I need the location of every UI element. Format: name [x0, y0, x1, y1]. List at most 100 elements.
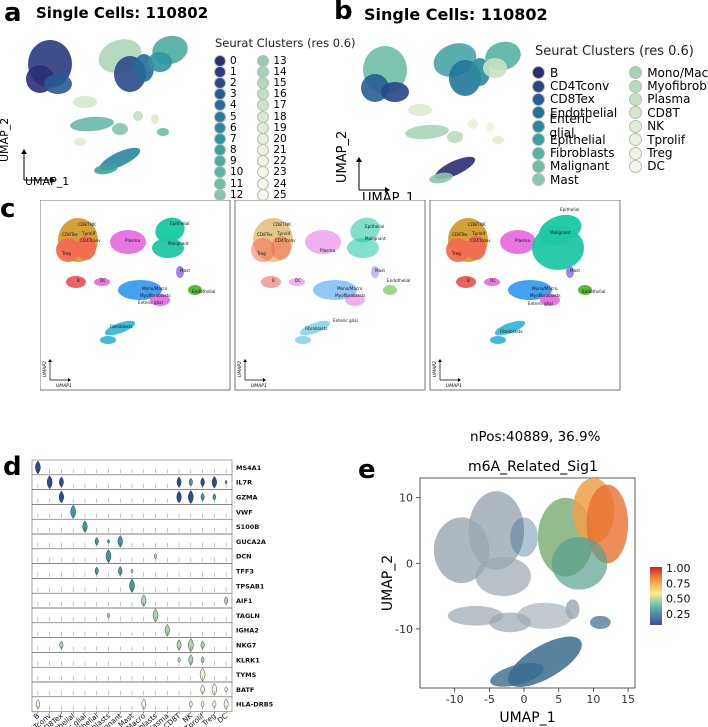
panel-b-legend-item: Treg — [629, 146, 708, 160]
legend-label: 17 — [273, 99, 287, 112]
panel-d-gene-label: VWF — [236, 508, 253, 516]
panel-a-legend-item: 5 — [214, 110, 243, 123]
legend-label: CD8T — [647, 105, 680, 120]
legend-swatch — [532, 133, 545, 147]
legend-label: 16 — [273, 88, 287, 101]
legend-swatch — [214, 121, 226, 134]
panel-d-violin-mark — [82, 520, 88, 533]
panel-e-colorbar-tick: 1.00 — [666, 562, 691, 575]
panel-b-legend-item: Mono/Macro — [629, 66, 708, 80]
panel-a-title: Single Cells: 110802 — [36, 4, 209, 22]
panel-d-gene-label: DCN — [236, 553, 252, 561]
panel-e-y-tick: 10 — [399, 492, 413, 505]
panel-b-legend-item: Malignant — [532, 159, 617, 174]
legend-label: 3 — [230, 88, 237, 101]
panel-c-cell-label: Myofibroblasts — [140, 293, 171, 298]
panel-b-legend-item: NK — [629, 119, 708, 134]
panel-c-cell-label: Mast — [180, 268, 190, 273]
panel-b-legend-item: Myofibroblasts — [629, 79, 708, 94]
legend-swatch — [257, 166, 270, 179]
panel-c-x-axis: UMAP1 — [56, 383, 72, 389]
panel-c-x-axis: UMAP1 — [251, 383, 267, 389]
panel-e-feature-plot: -10 -5 0 5 10 15 10 0 -10 UMAP_1 UMAP_2 1.00 0.75 0.5… — [380, 477, 691, 726]
panel-c-facet: EMTAB8107CD8TNKCD8TexTprolifCD4TconvTreg… — [40, 200, 231, 391]
panel-d-gene-label: BATF — [236, 686, 254, 694]
panel-c-cell-label: Mono/Macro — [142, 286, 168, 291]
panel-e-x-tick: 5 — [555, 693, 562, 706]
panel-b-legend-item: Mast — [532, 173, 617, 187]
legend-label: 23 — [273, 166, 287, 179]
panel-d-violin-mark — [211, 683, 217, 696]
panel-a-legend-item: 12 — [214, 188, 244, 201]
panel-e-x-axis: UMAP_1 — [499, 710, 555, 726]
panel-b-legend-item: Enteric glial — [532, 112, 617, 140]
panel-d-violin-mark — [164, 623, 170, 637]
panel-d-violin-mark — [188, 638, 194, 652]
legend-label: DC — [647, 159, 665, 174]
legend-label: 1 — [230, 65, 237, 78]
panel-a-legend-item: 20 — [257, 132, 287, 145]
panel-c-cell-label: Endothelial — [387, 278, 410, 283]
panel-a-legend-item: 11 — [214, 177, 244, 190]
legend-swatch — [629, 66, 643, 80]
panel-d-violin-mark — [129, 578, 135, 593]
panel-e-y-tick: 0 — [406, 557, 413, 570]
panel-b-legend-item: Plasma — [629, 92, 708, 106]
panel-b-y-axis: UMAP_2 — [335, 130, 350, 183]
legend-label: Myofibroblasts — [647, 79, 708, 94]
panel-a-legend-item: 0 — [214, 54, 243, 67]
panel-d-gene-label: GUCA2A — [236, 538, 266, 546]
legend-label: 12 — [230, 188, 244, 201]
panel-c-cell-label: B — [467, 278, 470, 283]
panel-c-cell-label: Epithelial — [560, 207, 579, 212]
legend-label: 21 — [273, 144, 287, 157]
panel-c-umaps: EMTAB8107CD8TNKCD8TexTprolifCD4TconvTreg… — [40, 200, 621, 391]
legend-swatch — [629, 92, 643, 106]
panel-a-legend-item: 23 — [257, 166, 287, 179]
panel-c-cell-label: Malignant — [168, 241, 189, 246]
panel-c-cell-label: Mono/Macro — [532, 286, 558, 291]
panel-d-violin-mark — [107, 539, 110, 544]
panel-c-cell-label: CD8T — [468, 222, 480, 227]
panel-c-cell-label: Tprolif — [471, 231, 486, 236]
panel-d-violin-mark — [117, 535, 123, 548]
panel-c-cell-label: Fibroblasts — [110, 324, 133, 329]
panel-e-x-tick: 0 — [521, 693, 528, 706]
legend-label: CD8Tex — [550, 92, 595, 107]
legend-swatch — [214, 177, 226, 190]
panel-c-cell-label: B — [77, 278, 80, 283]
panel-a-legend-item: 21 — [257, 144, 287, 157]
legend-swatch — [532, 66, 545, 80]
panel-a-legend-item: 6 — [214, 121, 243, 134]
panel-e-x-tick: -10 — [446, 693, 464, 706]
panel-a-legend-item: 9 — [214, 155, 243, 168]
panel-b-legend: B CD4Tconv CD8Tex Endothelial Enteric glial E… — [532, 66, 708, 187]
panel-c-cell-label: Mono/Macro — [337, 286, 363, 291]
legend-label: 18 — [273, 110, 287, 123]
legend-label: Epithelial — [550, 132, 606, 147]
panel-b-legend-item: Epithelial — [532, 132, 617, 147]
panel-c-cell-label: CD8Tex — [452, 232, 468, 237]
panel-c-cell-label: CD4Tconv — [275, 238, 296, 243]
panel-c-cell-label: Myofibroblasts — [530, 293, 561, 298]
legend-swatch — [629, 133, 643, 147]
panel-d-gene-label: HLA-DRB5 — [236, 701, 274, 709]
panel-c-cell-label: NK — [90, 222, 96, 227]
panel-a-legend-item: 13 — [257, 54, 287, 67]
legend-swatch — [629, 79, 643, 93]
panel-c-cell-label: CD8Tex — [62, 232, 78, 237]
panel-c-facet: GSE146771CD8TNKCD8TexTprolifCD4TconvTreg… — [234, 200, 426, 391]
legend-label: Malignant — [550, 159, 610, 174]
legend-swatch — [214, 76, 226, 89]
legend-swatch — [629, 159, 643, 173]
panel-d-violin: MS4A1 IL7R GZMA VWF S100B GUCA2A DCN TFF3 TPSAB1… — [20, 459, 274, 727]
legend-label: Tprolif — [647, 132, 686, 147]
legend-label: 0 — [230, 54, 237, 67]
panel-c-cell-label: Treg — [451, 251, 461, 256]
panel-b-label: b — [334, 0, 353, 26]
panel-d-gene-label: AIF1 — [236, 597, 253, 605]
legend-label: 11 — [230, 177, 244, 190]
legend-label: NK — [647, 119, 665, 134]
legend-swatch — [214, 110, 226, 123]
panel-d-gene-label: MS4A1 — [236, 464, 262, 472]
